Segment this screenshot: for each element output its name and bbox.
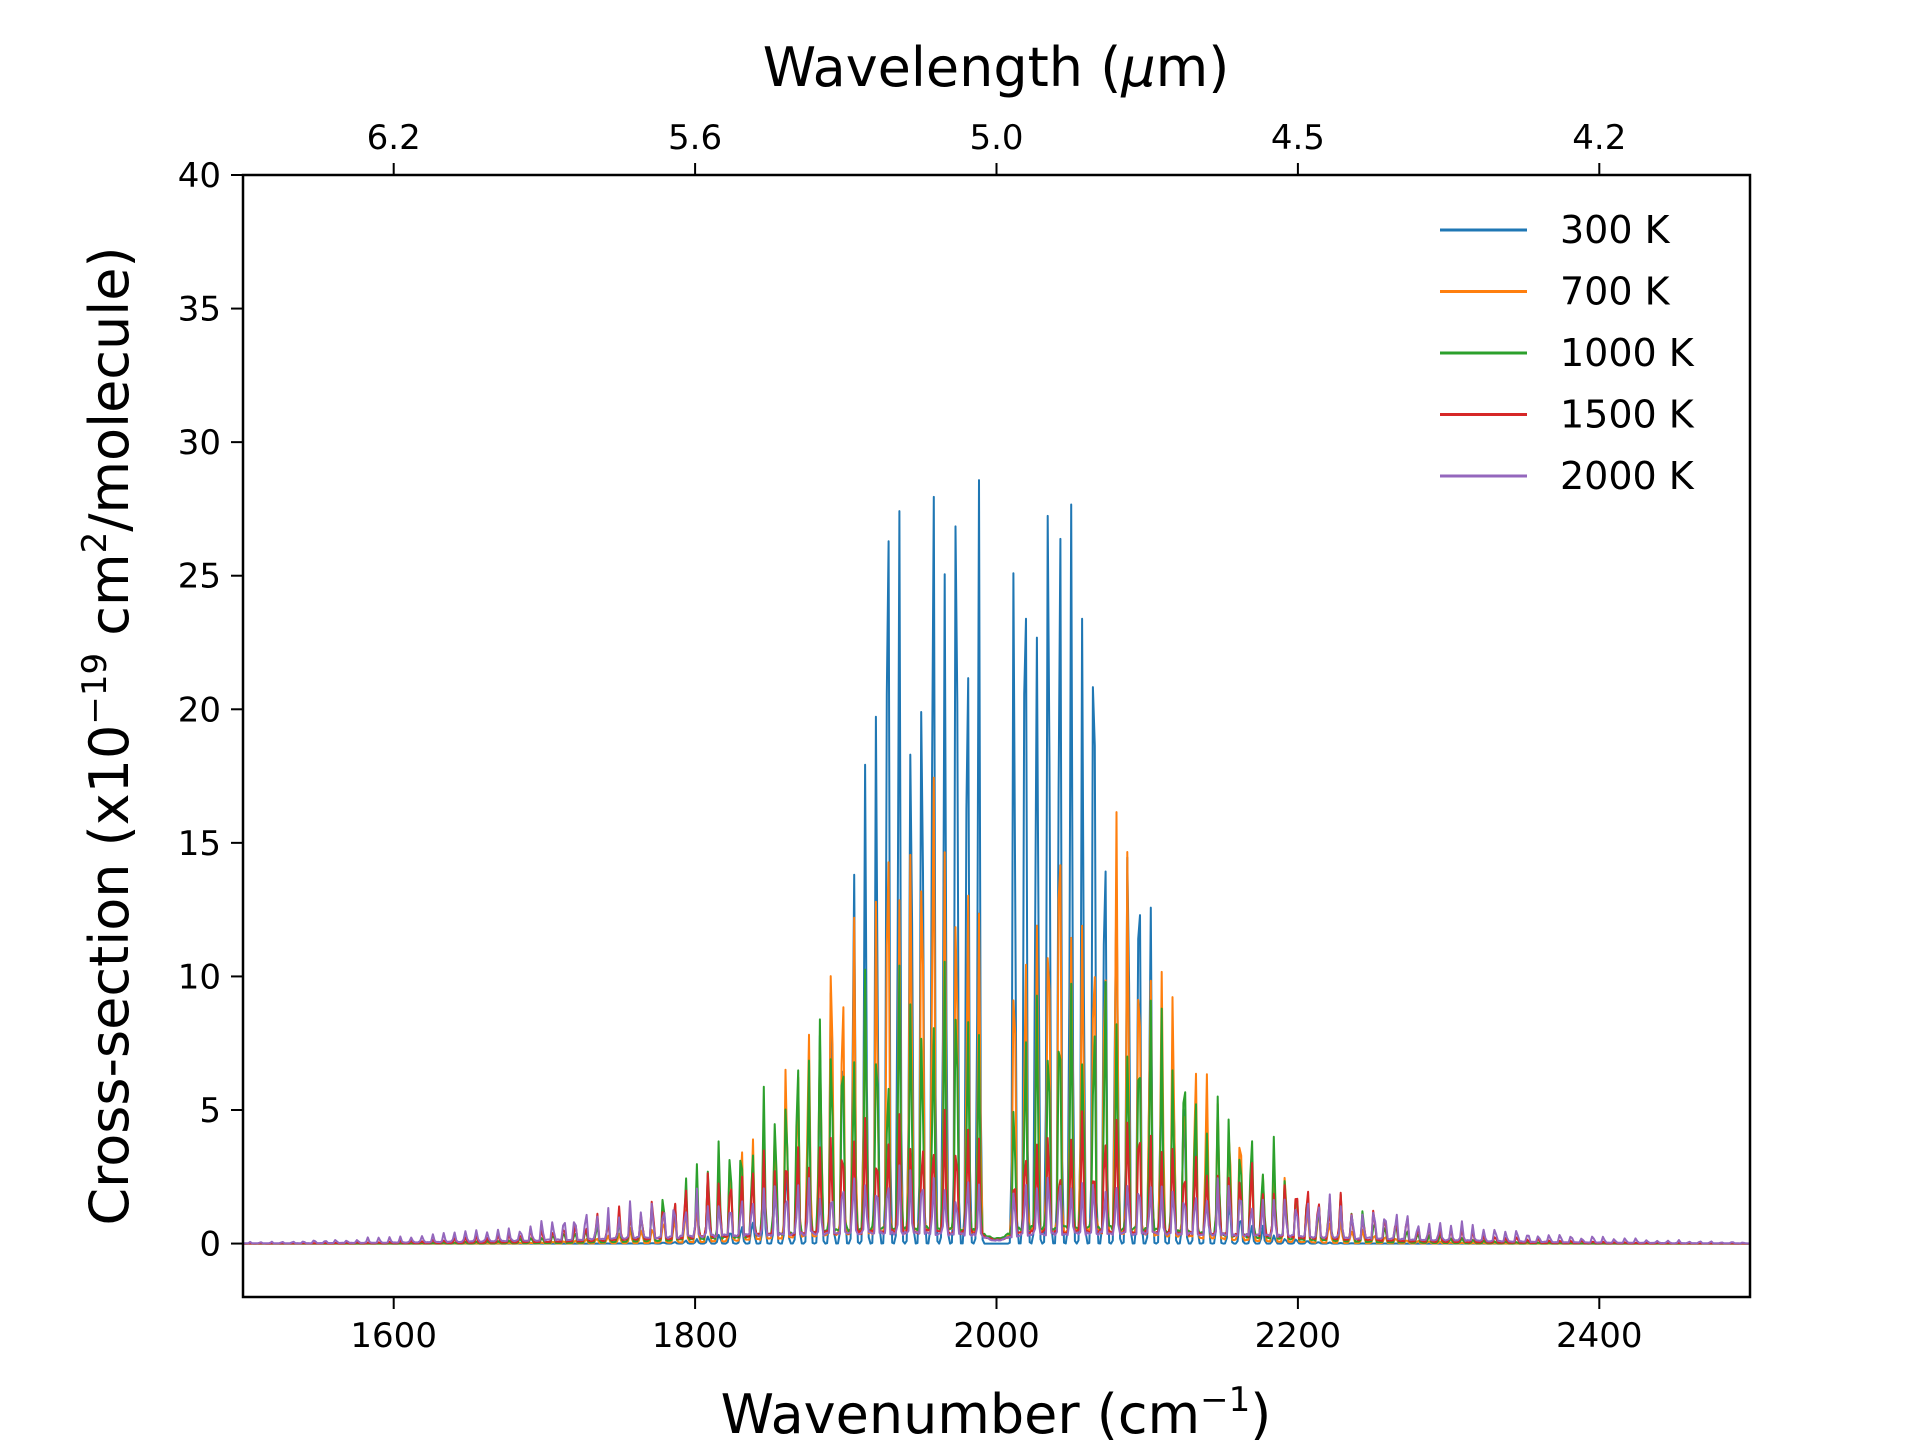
top-tick-label: 6.2 <box>367 118 421 158</box>
top-ticks: 6.2 5.6 5.0 4.5 4.2 <box>367 118 1626 175</box>
top-tick-label: 4.2 <box>1572 118 1626 158</box>
y-tick-label: 15 <box>178 824 221 864</box>
x-tick-label: 2400 <box>1556 1316 1643 1356</box>
series-line-1000k <box>243 960 1750 1245</box>
legend: 300 K 700 K 1000 K 1500 K 2000 K <box>1440 208 1695 498</box>
top-tick-label: 5.0 <box>969 118 1023 158</box>
y-tick-label: 5 <box>199 1091 221 1131</box>
y-tick-label: 40 <box>178 156 221 196</box>
x-axis-title: Wavenumber (cm−1) <box>721 1380 1272 1440</box>
x-tick-label: 1600 <box>350 1316 437 1356</box>
legend-label: 1000 K <box>1560 331 1695 375</box>
top-tick-label: 5.6 <box>668 118 722 158</box>
y-tick-label: 35 <box>178 290 221 330</box>
legend-label: 1500 K <box>1560 393 1695 437</box>
y-tick-label: 30 <box>178 423 221 463</box>
legend-label: 300 K <box>1560 208 1671 252</box>
top-tick-label: 4.5 <box>1271 118 1325 158</box>
legend-label: 700 K <box>1560 270 1671 314</box>
series-line-1500k <box>243 1108 1750 1245</box>
x-tick-label: 1800 <box>652 1316 739 1356</box>
series-line-300k <box>243 479 1750 1245</box>
series-line-2000k <box>243 1164 1750 1245</box>
x-ticks: 1600 1800 2000 2200 2400 <box>350 1297 1643 1356</box>
plot-frame <box>241 173 1752 1299</box>
y-ticks: 0 5 10 15 20 25 30 35 40 <box>178 156 243 1265</box>
y-axis-title: Cross-section (x10−19 cm2/molecule) <box>75 246 141 1225</box>
x-tick-label: 2200 <box>1255 1316 1342 1356</box>
y-tick-label: 20 <box>178 690 221 730</box>
series-line-700k <box>243 776 1750 1245</box>
top-axis-title: Wavelength (μm) <box>763 36 1230 99</box>
series-layer <box>243 479 1750 1245</box>
y-tick-label: 0 <box>199 1225 221 1265</box>
y-tick-label: 25 <box>178 557 221 597</box>
legend-label: 2000 K <box>1560 454 1695 498</box>
x-tick-label: 2000 <box>953 1316 1040 1356</box>
y-tick-label: 10 <box>178 957 221 997</box>
